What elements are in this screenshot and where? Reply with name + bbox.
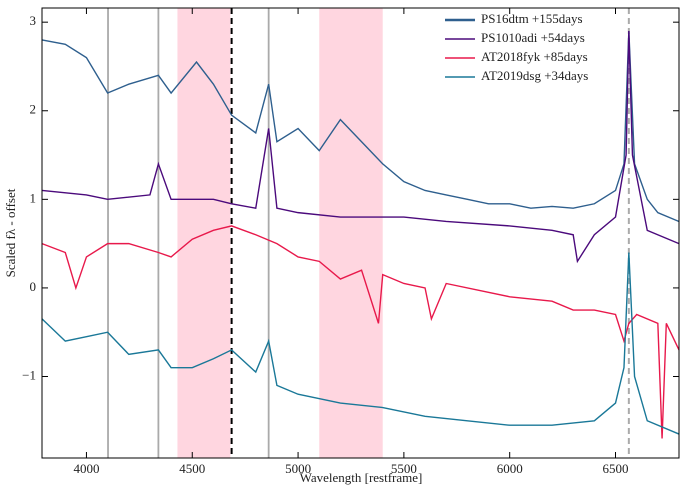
y-tick-label: 0: [30, 279, 37, 294]
x-tick-label: 5500: [391, 461, 417, 476]
band: [319, 8, 383, 458]
series-line: [41, 252, 680, 435]
y-axis-label: Scaled fλ - offset: [3, 188, 18, 277]
legend-label: PS16dtm +155days: [481, 11, 583, 26]
series-line: [41, 31, 680, 223]
legend-label: AT2019dsg +34days: [481, 68, 588, 83]
legend-label: AT2018fyk +85days: [481, 49, 588, 64]
x-axis-label: Wavelength [restframe]: [300, 470, 423, 485]
y-tick-label: 3: [30, 13, 37, 28]
band: [177, 8, 231, 458]
x-tick-label: 4500: [179, 461, 205, 476]
y-tick-label: −1: [22, 367, 36, 382]
plot-frame: [41, 7, 680, 459]
legend-label: PS1010adi +54days: [481, 30, 585, 45]
x-tick-label: 4000: [73, 461, 99, 476]
y-tick-label: 2: [30, 102, 37, 117]
x-tick-label: 6000: [497, 461, 523, 476]
x-tick-label: 6500: [603, 461, 629, 476]
series-line: [41, 31, 680, 264]
y-tick-label: 1: [30, 190, 37, 205]
x-tick-label: 5000: [285, 461, 311, 476]
